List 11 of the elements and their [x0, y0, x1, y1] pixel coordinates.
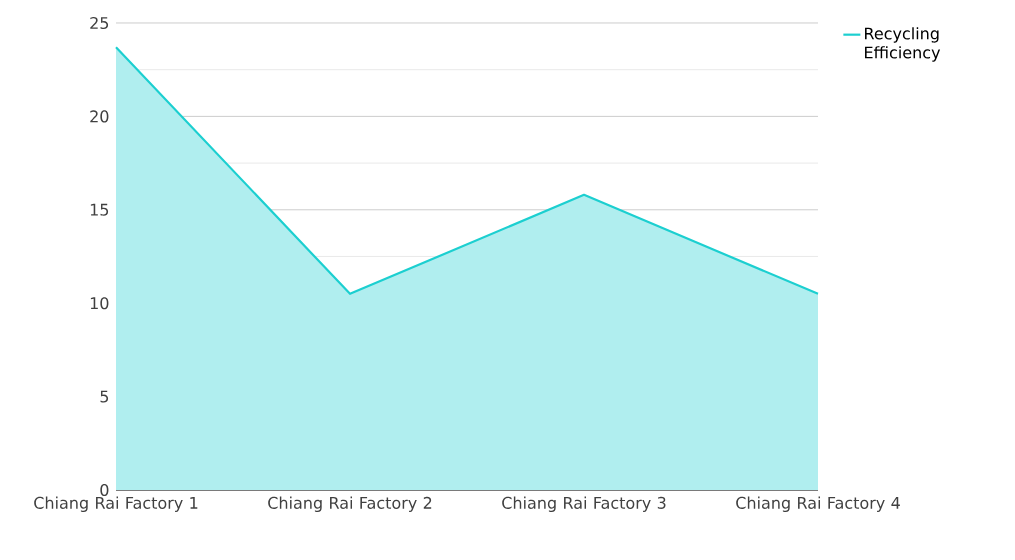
y-tick-label: 15 — [90, 203, 109, 216]
y-tick-label: 20 — [90, 110, 109, 123]
x-tick-label: Chiang Rai Factory 4 — [736, 496, 900, 512]
y-tick-label: 25 — [90, 16, 109, 30]
y-tick-label: 0 — [100, 483, 109, 497]
y-tick-label: 10 — [90, 297, 109, 310]
legend-label: Recycling Efficiency — [865, 27, 941, 62]
x-tick-label: Chiang Rai Factory 2 — [268, 496, 432, 512]
x-tick-label: Chiang Rai Factory 1 — [34, 496, 198, 512]
x-tick-label: Chiang Rai Factory 3 — [502, 496, 666, 512]
y-tick-label: 5 — [100, 390, 109, 403]
